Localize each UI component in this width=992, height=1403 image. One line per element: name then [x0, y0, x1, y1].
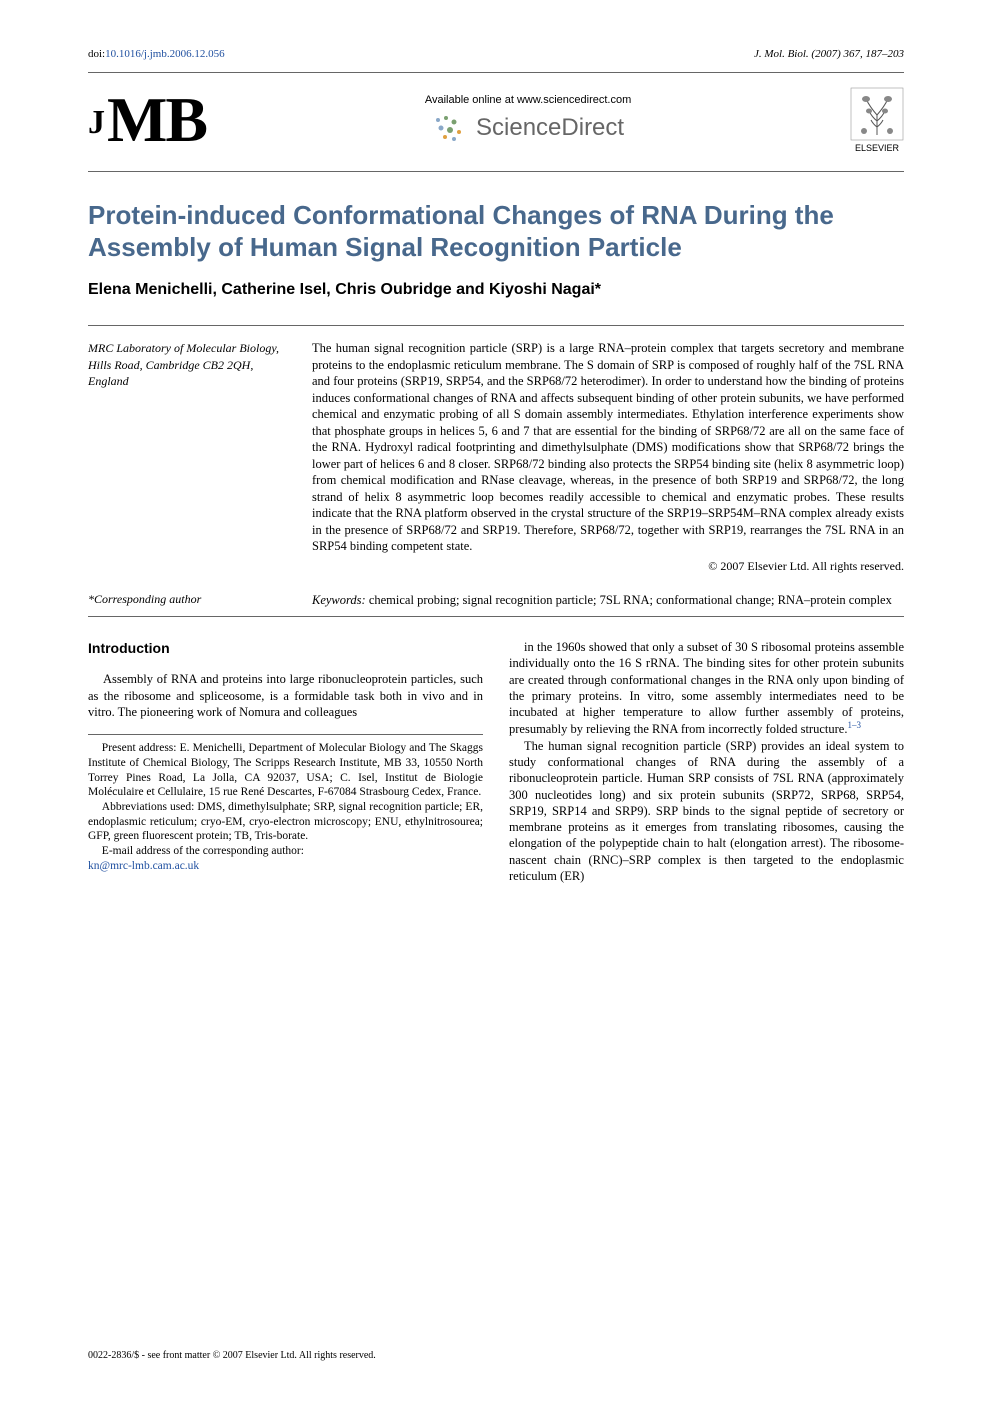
logo-mb: MB — [107, 84, 206, 155]
copyright: © 2007 Elsevier Ltd. All rights reserved… — [312, 559, 904, 574]
banner-center: Available online at www.sciencedirect.co… — [236, 94, 820, 147]
doi[interactable]: doi:10.1016/j.jmb.2006.12.056 — [88, 48, 225, 60]
banner: JMB Available online at www.sciencedirec… — [88, 87, 904, 153]
elsevier-text: ELSEVIER — [850, 143, 904, 153]
body-paragraph: The human signal recognition particle (S… — [509, 738, 904, 884]
left-column: Introduction Assembly of RNA and protein… — [88, 639, 483, 884]
keywords-text: chemical probing; signal recognition par… — [369, 593, 892, 607]
body-text: in the 1960s showed that only a subset o… — [509, 640, 904, 736]
introduction-heading: Introduction — [88, 639, 483, 657]
keywords-row: *Corresponding author Keywords: chemical… — [88, 592, 904, 608]
right-column: in the 1960s showed that only a subset o… — [509, 639, 904, 884]
email-footnote: E-mail address of the corresponding auth… — [88, 844, 483, 873]
body-paragraph: Assembly of RNA and proteins into large … — [88, 671, 483, 720]
available-online: Available online at www.sciencedirect.co… — [236, 94, 820, 106]
affiliation: MRC Laboratory of Molecular Biology, Hil… — [88, 340, 288, 584]
authors: Elena Menichelli, Catherine Isel, Chris … — [88, 281, 904, 299]
keywords: Keywords: chemical probing; signal recog… — [312, 592, 904, 608]
body-columns: Introduction Assembly of RNA and protein… — [88, 639, 904, 884]
jmb-logo: JMB — [88, 88, 206, 152]
elsevier-tree-icon — [850, 87, 904, 141]
meta-row: MRC Laboratory of Molecular Biology, Hil… — [88, 340, 904, 584]
front-matter-line: 0022-2836/$ - see front matter © 2007 El… — [88, 1350, 376, 1361]
sciencedirect-dots-icon — [432, 114, 466, 142]
divider — [88, 325, 904, 326]
email-link[interactable]: kn@mrc-lmb.cam.ac.uk — [88, 860, 199, 872]
journal-ref: J. Mol. Biol. (2007) 367, 187–203 — [754, 48, 904, 60]
article-title: Protein-induced Conformational Changes o… — [88, 200, 904, 263]
doi-link[interactable]: 10.1016/j.jmb.2006.12.056 — [105, 48, 224, 60]
abbreviations: Abbreviations used: DMS, dimethylsulphat… — [88, 800, 483, 844]
sciencedirect-text: ScienceDirect — [476, 114, 624, 142]
logo-j: J — [88, 104, 107, 141]
corresponding-author: *Corresponding author — [88, 592, 288, 607]
doi-prefix: doi: — [88, 48, 105, 60]
abstract-column: The human signal recognition particle (S… — [312, 340, 904, 584]
divider — [88, 616, 904, 617]
body-paragraph: in the 1960s showed that only a subset o… — [509, 639, 904, 738]
divider — [88, 72, 904, 73]
abstract: The human signal recognition particle (S… — [312, 340, 904, 555]
keywords-label: Keywords: — [312, 593, 366, 607]
elsevier-logo: ELSEVIER — [850, 87, 904, 153]
top-line: doi:10.1016/j.jmb.2006.12.056 J. Mol. Bi… — [88, 48, 904, 60]
divider — [88, 171, 904, 172]
footnotes: Present address: E. Menichelli, Departme… — [88, 734, 483, 873]
email-label: E-mail address of the corresponding auth… — [102, 845, 304, 857]
present-address: Present address: E. Menichelli, Departme… — [88, 741, 483, 800]
sciencedirect-logo: ScienceDirect — [432, 114, 624, 142]
reference-link[interactable]: 1–3 — [847, 720, 861, 730]
